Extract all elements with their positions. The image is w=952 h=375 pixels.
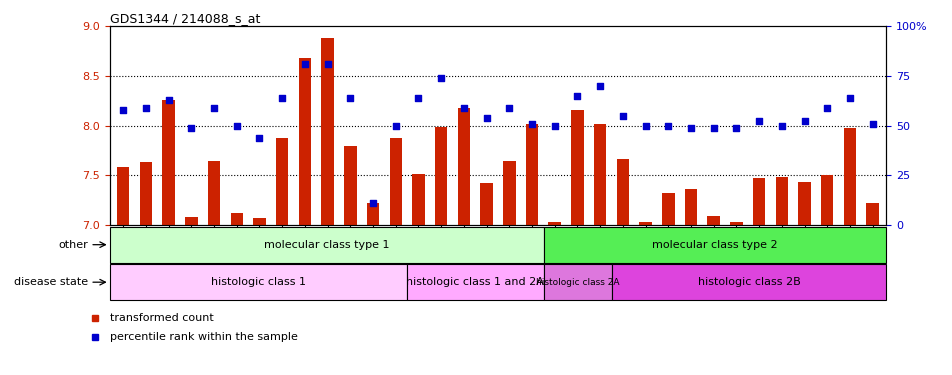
Point	[251, 135, 267, 141]
Point	[207, 105, 222, 111]
Point	[864, 121, 880, 127]
Bar	[344, 146, 356, 225]
Point	[546, 123, 562, 129]
Bar	[593, 124, 605, 225]
Bar	[798, 182, 810, 225]
Point	[274, 95, 289, 101]
Point	[115, 107, 130, 113]
Bar	[843, 128, 855, 225]
Bar	[616, 159, 628, 225]
Bar	[407, 264, 543, 300]
Text: molecular class type 2: molecular class type 2	[651, 240, 777, 250]
Bar	[729, 222, 742, 225]
Point	[819, 105, 834, 111]
Point	[433, 75, 448, 81]
Bar	[543, 227, 885, 262]
Bar	[775, 177, 787, 225]
Bar	[548, 222, 561, 225]
Text: histologic class 1 and 2A: histologic class 1 and 2A	[406, 277, 544, 287]
Point	[456, 105, 471, 111]
Bar	[117, 167, 129, 225]
Point	[410, 95, 426, 101]
Bar	[752, 178, 764, 225]
Bar	[434, 127, 446, 225]
Point	[728, 124, 744, 130]
Bar	[185, 217, 197, 225]
Text: molecular class type 1: molecular class type 1	[264, 240, 389, 250]
Bar	[865, 203, 878, 225]
Text: transformed count: transformed count	[109, 313, 213, 323]
Point	[615, 112, 630, 118]
Bar	[570, 110, 583, 225]
Point	[660, 123, 675, 129]
Bar	[543, 264, 611, 300]
Bar	[109, 264, 407, 300]
Point	[320, 61, 335, 67]
Point	[592, 83, 607, 89]
Point	[297, 61, 312, 67]
Text: histologic class 2B: histologic class 2B	[697, 277, 800, 287]
Bar	[298, 58, 310, 225]
Point	[705, 124, 721, 130]
Bar	[140, 162, 152, 225]
Bar	[503, 161, 515, 225]
Point	[637, 123, 652, 129]
Point	[479, 115, 494, 121]
Bar	[684, 189, 697, 225]
Point	[842, 95, 857, 101]
Bar	[820, 176, 833, 225]
Bar	[412, 174, 425, 225]
Point	[228, 123, 244, 129]
Bar	[321, 38, 333, 225]
Point	[773, 123, 788, 129]
Bar	[639, 222, 651, 225]
Bar	[457, 108, 469, 225]
Bar	[230, 213, 243, 225]
Text: histologic class 2A: histologic class 2A	[536, 278, 619, 286]
Point	[343, 95, 358, 101]
Point	[524, 121, 539, 127]
Bar	[480, 183, 492, 225]
Bar	[662, 193, 674, 225]
Text: disease state: disease state	[14, 277, 89, 287]
Text: histologic class 1: histologic class 1	[210, 277, 306, 287]
Bar	[611, 264, 885, 300]
Point	[683, 124, 698, 130]
Point	[138, 105, 153, 111]
Text: GDS1344 / 214088_s_at: GDS1344 / 214088_s_at	[109, 12, 260, 25]
Bar	[706, 216, 719, 225]
Text: percentile rank within the sample: percentile rank within the sample	[109, 332, 297, 342]
Point	[501, 105, 516, 111]
Bar	[208, 161, 220, 225]
Point	[751, 118, 766, 124]
Point	[184, 124, 199, 130]
Bar	[367, 203, 379, 225]
Bar	[162, 100, 175, 225]
Bar	[109, 227, 543, 262]
Point	[796, 118, 811, 124]
Point	[161, 97, 176, 103]
Bar	[253, 218, 266, 225]
Bar	[526, 124, 538, 225]
Point	[387, 123, 403, 129]
Point	[569, 93, 585, 99]
Bar	[389, 138, 402, 225]
Point	[365, 200, 380, 206]
Bar	[276, 138, 288, 225]
Text: other: other	[59, 240, 89, 250]
